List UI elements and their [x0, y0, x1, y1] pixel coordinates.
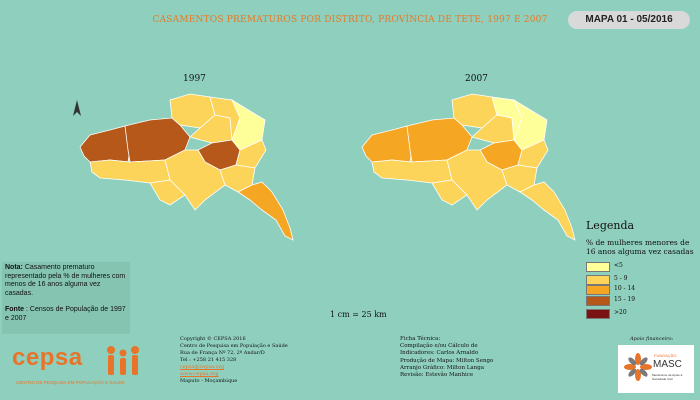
district-cahora-bassa-1997	[149, 179, 186, 206]
copyright-org: Centro de Pesquisa em População e Saúde	[180, 343, 288, 349]
copyright-address: Rua de França Nº 72, 2º Andar/D	[180, 350, 265, 356]
masc-star-icon	[624, 353, 652, 381]
district-macanga-2007	[517, 139, 549, 169]
legend-title: Legenda	[586, 219, 635, 232]
source-label: Fonte	[5, 306, 25, 313]
district-cahora-bassa-2007	[431, 179, 468, 206]
tech-line: Produção de Mapa: Milton Sengo	[400, 357, 494, 364]
scale-label: 1 cm = 25 km	[330, 310, 387, 319]
tech-line: Indicadores: Carlos Arnaldo	[400, 350, 479, 357]
north-arrow-icon	[72, 100, 82, 121]
legend-item: <5	[586, 262, 686, 272]
district-magoe-1997	[89, 159, 171, 184]
cepsa-logo: cepsa CENTRO DE PESQUISA EM POPULAÇÃO E …	[8, 340, 143, 395]
map-2007-year-label: 2007	[465, 74, 488, 84]
district-zumbu-2007	[361, 125, 413, 163]
district-maravia-1997	[124, 117, 191, 163]
legend-swatch	[586, 275, 610, 285]
map-1997	[79, 93, 294, 241]
masc-logo: FUNDAÇÃO MASC Mecanismo de Apoio à Socie…	[618, 345, 694, 393]
legend-swatch	[586, 285, 610, 295]
masc-logo-name: MASC	[653, 359, 682, 370]
tech-sheet: Ficha Técnica: Compilação e/ou Cálculo d…	[400, 336, 550, 379]
legend-item: 10 - 14	[586, 285, 686, 295]
legend-label: >20	[614, 309, 627, 316]
copyright-line: Copyright © CEPSA 2016	[180, 336, 246, 342]
district-maravia-2007	[406, 117, 473, 163]
district-zumbu-1997	[79, 125, 131, 163]
district-magoe-2007	[371, 159, 453, 184]
legend-item: 5 - 9	[586, 275, 686, 285]
map-1997-year-label: 1997	[183, 74, 206, 84]
legend-subtitle: % de mulheres menores de 16 anos alguma …	[586, 238, 694, 256]
legend-label: 5 - 9	[614, 275, 628, 282]
copyright-block: Copyright © CEPSA 2016 Centro de Pesquis…	[180, 336, 340, 385]
copyright-web-link[interactable]: www.cepsa.org	[180, 371, 219, 377]
legend-label: 10 - 14	[614, 285, 636, 292]
district-macanga-1997	[235, 139, 267, 169]
tech-heading: Ficha Técnica:	[400, 336, 441, 342]
support-label: Apoio financeiro:	[630, 336, 674, 342]
map-2007	[361, 93, 576, 241]
legend-item: >20	[586, 309, 686, 319]
masc-logo-sub: Mecanismo de Apoio à Sociedade Civil	[652, 373, 683, 381]
tech-line: Compilação e/ou Cálculo de	[400, 343, 478, 350]
legend-swatch	[586, 262, 610, 272]
map-id-badge: MAPA 01 - 05/2016	[568, 11, 690, 29]
note-text: Casamento prematuro representado pela % …	[5, 264, 126, 297]
people-icon	[107, 346, 139, 375]
source: Fonte : Censos de População de 1997 e 20…	[2, 298, 130, 323]
masc-logo-top: FUNDAÇÃO	[654, 353, 677, 358]
copyright-phone: Tel : +258 21 415 328	[180, 357, 237, 363]
note: Nota: Casamento prematuro representado p…	[2, 262, 130, 298]
source-text: : Censos de População de 1997 e 2007	[5, 306, 126, 322]
cepsa-logo-name: cepsa	[12, 344, 83, 371]
copyright-email-link[interactable]: cepsa@cepsa.org	[180, 364, 225, 370]
note-label: Nota:	[5, 264, 23, 271]
note-box: Nota: Casamento prematuro representado p…	[2, 262, 130, 334]
tech-line: Revisão: Estevão Manhice	[400, 372, 474, 379]
district-mutarara-2007	[519, 181, 576, 241]
legend-label: <5	[614, 262, 623, 269]
cepsa-logo-tagline: CENTRO DE PESQUISA EM POPULAÇÃO E SAÚDE	[16, 380, 125, 385]
district-mutarara-1997	[237, 181, 294, 241]
copyright-city: Maputo - Moçambique	[180, 378, 238, 384]
legend-item: 15 - 19	[586, 296, 686, 306]
legend-swatch	[586, 296, 610, 306]
page-title: CASAMENTOS PREMATUROS POR DISTRITO, PROV…	[152, 15, 548, 25]
tech-line: Arranjo Gráfico: Milton Langa	[400, 364, 485, 371]
legend-label: 15 - 19	[614, 296, 636, 303]
legend-swatch	[586, 309, 610, 319]
